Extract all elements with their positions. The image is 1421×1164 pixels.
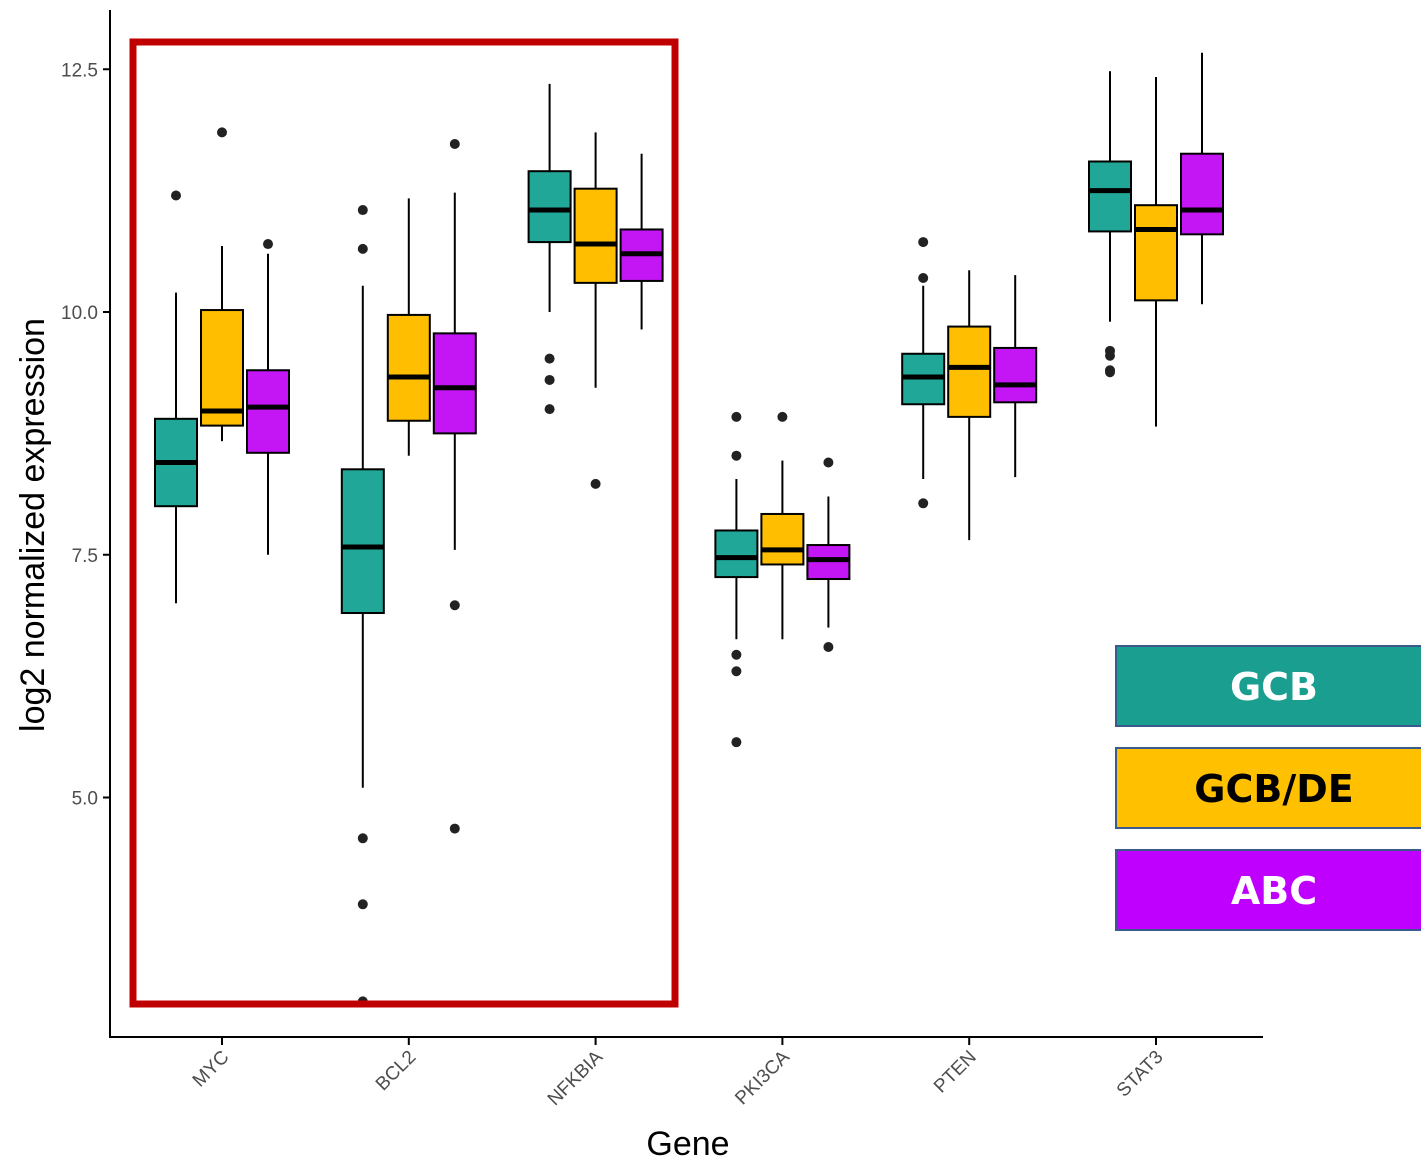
y-ticks: 5.0 7.5 10.0 12.5 — [61, 60, 110, 810]
outlier-point — [357, 205, 368, 216]
outlier-point — [544, 404, 555, 415]
legend-item-abc: ABC — [1115, 849, 1421, 931]
outlier-point — [731, 737, 742, 748]
x-tick-label: STAT3 — [1113, 1047, 1168, 1102]
box-gcb-de-pki3ca — [760, 411, 805, 640]
box-abc-stat3 — [1180, 52, 1224, 305]
legend: GCB GCB/DE ABC — [1115, 645, 1421, 931]
box-gcb-stat3 — [1088, 71, 1132, 378]
iqr-box — [993, 346, 1038, 404]
iqr-box — [246, 369, 290, 454]
legend-item-gcb-de: GCB/DE — [1115, 747, 1421, 829]
iqr-box — [340, 468, 385, 615]
iqr-box — [1180, 152, 1224, 236]
x-tick-label: MYC — [189, 1047, 234, 1092]
box-abc-pten — [993, 275, 1038, 478]
x-tick-label: NFKBIA — [544, 1046, 608, 1110]
outlier-point — [1105, 350, 1115, 361]
box-gcb-pki3ca — [714, 411, 759, 748]
outlier-point — [731, 666, 742, 677]
legend-swatch — [1115, 849, 1421, 931]
iqr-box — [1134, 204, 1178, 302]
box-abc-bcl2 — [432, 139, 477, 834]
outlier-point — [449, 600, 460, 611]
box-gcb-nfkbia — [527, 83, 572, 415]
outlier-point — [777, 411, 788, 422]
x-ticks: MYC BCL2 NFKBIA PKI3CA PTEN STAT3 — [189, 1037, 1168, 1110]
x-axis-title: Gene — [646, 1125, 729, 1163]
iqr-box — [760, 512, 805, 566]
legend-swatch — [1115, 747, 1421, 829]
outlier-point — [171, 190, 181, 201]
outlier-point — [357, 833, 368, 844]
iqr-box — [432, 332, 477, 435]
outlier-point — [263, 239, 273, 250]
box-gcb-myc — [154, 190, 198, 604]
outlier-point — [544, 374, 555, 385]
highlight-layer — [129, 38, 679, 1008]
outlier-point — [544, 353, 555, 364]
y-axis-title: log2 normalized expression — [14, 318, 52, 732]
box-gcb-bcl2 — [340, 205, 385, 1007]
y-tick-label: 10.0 — [61, 303, 98, 324]
legend-item-gcb: GCB — [1115, 645, 1421, 727]
x-tick-label: BCL2 — [372, 1047, 420, 1095]
legend-label: GCB — [1230, 665, 1318, 709]
outlier-point — [918, 237, 929, 248]
outlier-point — [918, 273, 929, 284]
x-tick-label: PKI3CA — [731, 1046, 794, 1109]
y-tick-label: 12.5 — [61, 60, 98, 81]
y-tick-label: 5.0 — [72, 789, 98, 810]
outlier-point — [823, 457, 834, 468]
outlier-point — [449, 823, 460, 834]
outlier-point — [731, 411, 742, 422]
box-abc-nfkbia — [619, 153, 664, 330]
axes — [109, 10, 1263, 1038]
outlier-point — [357, 243, 368, 254]
box-gcb-de-pten — [947, 270, 992, 541]
legend-label: ABC — [1231, 869, 1317, 913]
outlier-point — [918, 498, 929, 509]
outlier-point — [731, 649, 742, 660]
highlight-box — [129, 38, 679, 1008]
iqr-box — [573, 187, 618, 284]
iqr-box — [1088, 160, 1132, 233]
legend-swatch — [1115, 645, 1421, 727]
box-gcb-pten — [901, 237, 946, 509]
iqr-box — [527, 170, 572, 244]
iqr-box — [386, 313, 431, 422]
outlier-point — [1105, 367, 1115, 378]
outlier-point — [449, 139, 460, 150]
outlier-point — [217, 127, 227, 138]
x-tick-label: PTEN — [930, 1047, 981, 1098]
y-tick-label: 7.5 — [72, 546, 98, 567]
outlier-point — [731, 450, 742, 461]
box-gcb-de-stat3 — [1134, 77, 1178, 427]
outlier-point — [357, 899, 368, 910]
box-gcb-de-myc — [200, 127, 244, 442]
plot-marks — [154, 52, 1224, 1007]
legend-label: GCB/DE — [1194, 767, 1353, 811]
outlier-point — [590, 478, 601, 489]
iqr-box — [200, 309, 244, 427]
box-abc-myc — [246, 239, 290, 555]
outlier-point — [823, 641, 834, 652]
box-gcb-de-nfkbia — [573, 132, 618, 489]
iqr-box — [947, 325, 992, 418]
box-gcb-de-bcl2 — [386, 198, 431, 456]
iqr-box — [714, 529, 759, 579]
box-abc-pki3ca — [806, 457, 851, 652]
